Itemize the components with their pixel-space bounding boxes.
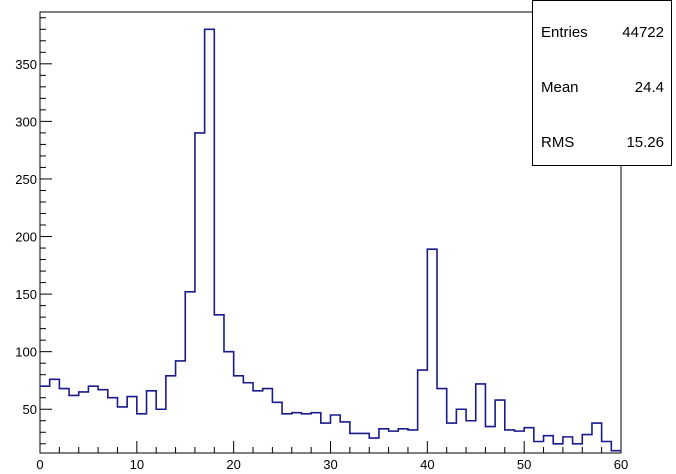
stats-entries-label: Entries [541, 24, 588, 41]
x-tick-label: 0 [36, 457, 43, 472]
y-tick-label: 300 [15, 114, 37, 129]
y-tick-label: 100 [15, 345, 37, 360]
x-tick-label: 20 [226, 457, 240, 472]
x-tick-label: 30 [323, 457, 337, 472]
stats-mean-label: Mean [541, 79, 579, 96]
stats-entries-value: 44722 [622, 24, 664, 41]
x-tick-label: 40 [420, 457, 434, 472]
y-tick-label: 250 [15, 172, 37, 187]
y-axis: 50 100 150 200 250 300 350 [15, 17, 52, 445]
x-tick-label: 10 [130, 457, 144, 472]
stats-mean-value: 24.4 [634, 79, 664, 96]
stats-box: Entries 44722 Mean 24.4 RMS 15.26 [532, 0, 672, 166]
y-tick-label: 350 [15, 57, 37, 72]
y-tick-label: 50 [23, 402, 37, 417]
x-axis: 0 10 20 30 40 50 60 [36, 441, 628, 472]
x-tick-label: 60 [614, 457, 628, 472]
y-tick-label: 150 [15, 287, 37, 302]
histogram-series-line [40, 28, 621, 452]
stats-rms-row: RMS 15.26 [541, 134, 664, 154]
stats-mean-row: Mean 24.4 [541, 79, 664, 99]
y-tick-label: 200 [15, 230, 37, 245]
stats-rms-value: 15.26 [626, 134, 664, 151]
stats-rms-label: RMS [541, 134, 575, 151]
stats-entries-row: Entries 44722 [541, 24, 664, 44]
x-tick-label: 50 [517, 457, 531, 472]
